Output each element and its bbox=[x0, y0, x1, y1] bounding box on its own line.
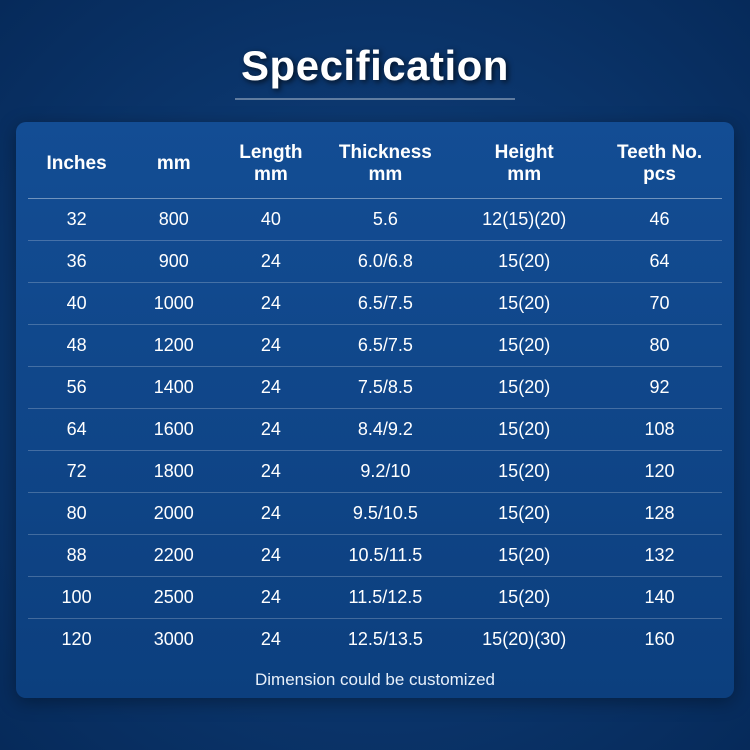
table-row: 32800405.612(15)(20)46 bbox=[28, 198, 722, 240]
cell-thick: 5.6 bbox=[319, 198, 451, 240]
cell-thick: 11.5/12.5 bbox=[319, 576, 451, 618]
cell-thick: 8.4/9.2 bbox=[319, 408, 451, 450]
cell-mm: 1000 bbox=[125, 282, 222, 324]
table-row: 36900246.0/6.815(20)64 bbox=[28, 240, 722, 282]
cell-length: 24 bbox=[222, 450, 319, 492]
cell-mm: 1600 bbox=[125, 408, 222, 450]
cell-inches: 36 bbox=[28, 240, 125, 282]
cell-thick: 6.0/6.8 bbox=[319, 240, 451, 282]
cell-inches: 56 bbox=[28, 366, 125, 408]
cell-thick: 6.5/7.5 bbox=[319, 282, 451, 324]
cell-height: 15(20) bbox=[451, 366, 597, 408]
cell-length: 24 bbox=[222, 408, 319, 450]
col-header-teeth: Teeth No. pcs bbox=[597, 132, 722, 198]
cell-length: 24 bbox=[222, 492, 319, 534]
cell-teeth: 64 bbox=[597, 240, 722, 282]
page-title: Specification bbox=[0, 0, 750, 98]
cell-mm: 2500 bbox=[125, 576, 222, 618]
cell-mm: 1800 bbox=[125, 450, 222, 492]
cell-inches: 48 bbox=[28, 324, 125, 366]
col-header-length: Length mm bbox=[222, 132, 319, 198]
col-header-thickness: Thickness mm bbox=[319, 132, 451, 198]
cell-inches: 100 bbox=[28, 576, 125, 618]
cell-mm: 800 bbox=[125, 198, 222, 240]
cell-thick: 12.5/13.5 bbox=[319, 618, 451, 660]
cell-height: 15(20) bbox=[451, 324, 597, 366]
table-header-row: Inches mm Length mm Thickness mm Height … bbox=[28, 132, 722, 198]
cell-inches: 40 bbox=[28, 282, 125, 324]
cell-length: 24 bbox=[222, 282, 319, 324]
cell-teeth: 92 bbox=[597, 366, 722, 408]
cell-inches: 64 bbox=[28, 408, 125, 450]
table-row: 10025002411.5/12.515(20)140 bbox=[28, 576, 722, 618]
cell-length: 24 bbox=[222, 618, 319, 660]
cell-height: 15(20) bbox=[451, 576, 597, 618]
cell-length: 24 bbox=[222, 534, 319, 576]
cell-teeth: 80 bbox=[597, 324, 722, 366]
cell-teeth: 70 bbox=[597, 282, 722, 324]
cell-height: 15(20)(30) bbox=[451, 618, 597, 660]
cell-teeth: 140 bbox=[597, 576, 722, 618]
table-row: 481200246.5/7.515(20)80 bbox=[28, 324, 722, 366]
cell-thick: 9.5/10.5 bbox=[319, 492, 451, 534]
table-row: 12030002412.5/13.515(20)(30)160 bbox=[28, 618, 722, 660]
cell-height: 15(20) bbox=[451, 240, 597, 282]
col-header-height: Height mm bbox=[451, 132, 597, 198]
cell-thick: 6.5/7.5 bbox=[319, 324, 451, 366]
table-row: 561400247.5/8.515(20)92 bbox=[28, 366, 722, 408]
table-row: 641600248.4/9.215(20)108 bbox=[28, 408, 722, 450]
cell-teeth: 46 bbox=[597, 198, 722, 240]
cell-teeth: 160 bbox=[597, 618, 722, 660]
table-row: 721800249.2/1015(20)120 bbox=[28, 450, 722, 492]
cell-teeth: 108 bbox=[597, 408, 722, 450]
footer-note: Dimension could be customized bbox=[28, 660, 722, 690]
cell-length: 24 bbox=[222, 240, 319, 282]
cell-height: 12(15)(20) bbox=[451, 198, 597, 240]
spec-table: Inches mm Length mm Thickness mm Height … bbox=[28, 132, 722, 660]
table-row: 802000249.5/10.515(20)128 bbox=[28, 492, 722, 534]
cell-mm: 2000 bbox=[125, 492, 222, 534]
cell-height: 15(20) bbox=[451, 282, 597, 324]
cell-thick: 7.5/8.5 bbox=[319, 366, 451, 408]
cell-mm: 3000 bbox=[125, 618, 222, 660]
cell-thick: 9.2/10 bbox=[319, 450, 451, 492]
cell-mm: 1400 bbox=[125, 366, 222, 408]
cell-teeth: 120 bbox=[597, 450, 722, 492]
cell-inches: 32 bbox=[28, 198, 125, 240]
cell-inches: 72 bbox=[28, 450, 125, 492]
cell-inches: 120 bbox=[28, 618, 125, 660]
cell-mm: 900 bbox=[125, 240, 222, 282]
cell-mm: 1200 bbox=[125, 324, 222, 366]
cell-inches: 88 bbox=[28, 534, 125, 576]
cell-height: 15(20) bbox=[451, 408, 597, 450]
cell-inches: 80 bbox=[28, 492, 125, 534]
cell-height: 15(20) bbox=[451, 534, 597, 576]
title-underline bbox=[235, 98, 515, 100]
spec-table-panel: Inches mm Length mm Thickness mm Height … bbox=[16, 122, 734, 698]
cell-teeth: 132 bbox=[597, 534, 722, 576]
cell-length: 24 bbox=[222, 366, 319, 408]
cell-length: 24 bbox=[222, 576, 319, 618]
col-header-mm: mm bbox=[125, 132, 222, 198]
cell-height: 15(20) bbox=[451, 450, 597, 492]
cell-length: 24 bbox=[222, 324, 319, 366]
col-header-inches: Inches bbox=[28, 132, 125, 198]
table-row: 401000246.5/7.515(20)70 bbox=[28, 282, 722, 324]
table-row: 8822002410.5/11.515(20)132 bbox=[28, 534, 722, 576]
cell-thick: 10.5/11.5 bbox=[319, 534, 451, 576]
cell-height: 15(20) bbox=[451, 492, 597, 534]
cell-mm: 2200 bbox=[125, 534, 222, 576]
cell-length: 40 bbox=[222, 198, 319, 240]
cell-teeth: 128 bbox=[597, 492, 722, 534]
